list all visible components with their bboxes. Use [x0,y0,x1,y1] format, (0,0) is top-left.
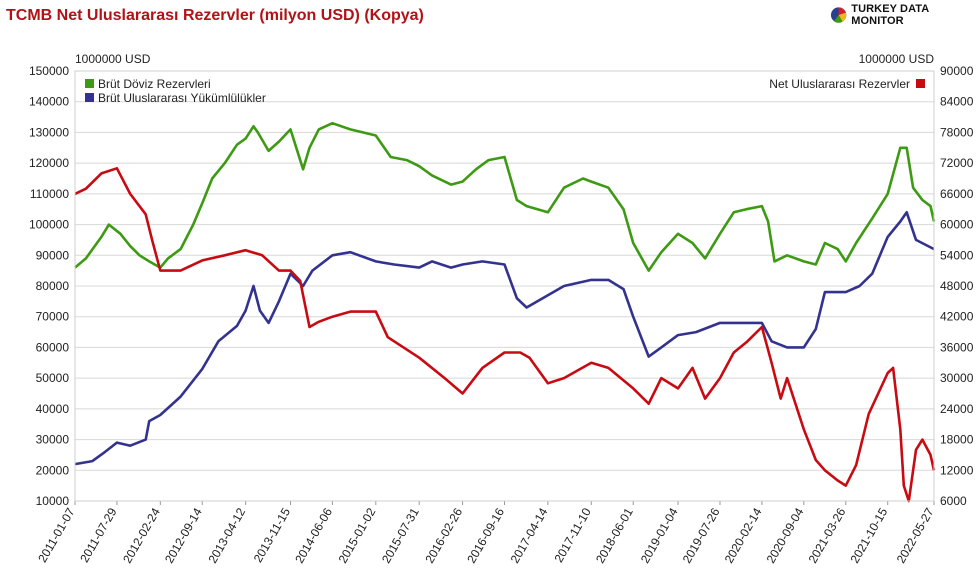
left-tick-label: 150000 [29,64,69,78]
left-tick-label: 90000 [36,248,70,262]
series-layer [74,121,936,503]
right-tick-label: 60000 [940,218,974,232]
brand-logo[interactable]: TURKEY DATA MONITOR [830,3,979,27]
x-tick-label: 2013-04-12 [205,505,248,565]
x-tick-label: 2019-01-04 [638,505,681,565]
legend-right: Net Uluslararası Rezervler [769,77,925,91]
legend-swatch-brut-yukumluluk [85,93,94,102]
x-tick-label: 2012-09-14 [162,505,205,565]
x-tick-label: 2016-02-26 [422,505,465,565]
right-tick-label: 78000 [940,125,974,139]
right-tick-label: 18000 [940,433,974,447]
right-tick-label: 72000 [940,156,974,170]
left-tick-label: 100000 [29,218,69,232]
pie-logo-icon [830,7,847,23]
x-tick-label: 2015-01-02 [336,505,379,565]
plot-frame [74,70,935,502]
left-axis-unit: 1000000 USD [75,52,151,66]
right-tick-label: 66000 [940,187,974,201]
legend-swatch-brut-doviz [85,79,94,88]
right-axis-ticks: 90000 84000 78000 72000 66000 60000 54000 48000… [940,64,974,508]
x-tick-label: 2011-07-29 [77,505,120,565]
logo-text: TURKEY DATA MONITOR [851,3,929,27]
right-tick-label: 84000 [940,95,974,109]
left-tick-label: 10000 [36,494,70,508]
left-axis-ticks: 150000 140000 130000 120000 110000 100000 9000… [29,64,69,508]
right-axis-unit: 1000000 USD [859,52,935,66]
left-tick-label: 20000 [36,463,70,477]
left-tick-label: 40000 [36,402,70,416]
left-tick-label: 110000 [30,187,69,201]
x-tick-label: 2013-11-15 [251,505,294,565]
legend-label-brut-yukumluluk: Brüt Uluslararası Yükümlülükler [98,91,266,105]
x-tick-label: 2012-02-24 [120,505,163,565]
x-tick-label: 2019-07-26 [680,505,723,565]
right-tick-label: 6000 [940,494,967,508]
right-tick-label: 24000 [940,402,974,416]
right-tick-label: 36000 [940,340,974,354]
left-tick-label: 80000 [36,279,70,293]
x-tick-label: 2022-05-27 [894,505,937,565]
legend-left: Brüt Döviz Rezervleri Brüt Uluslararası … [85,77,266,105]
x-tick-label: 2014-06-06 [292,505,335,565]
x-tick-label: 2017-11-10 [551,505,594,565]
x-tick-label: 2020-02-14 [722,505,765,565]
left-tick-label: 130000 [29,125,69,139]
right-tick-label: 30000 [940,371,974,385]
legend-label-brut-doviz: Brüt Döviz Rezervleri [98,77,211,91]
left-tick-label: 50000 [36,371,70,385]
right-tick-label: 48000 [940,279,974,293]
right-tick-label: 54000 [940,248,974,262]
series-line-1 [74,211,935,466]
legend-label-net-rezerv: Net Uluslararası Rezervler [769,77,910,91]
chart-title: TCMB Net Uluslararası Rezervler (milyon … [6,7,424,24]
x-tick-label: 2016-09-16 [464,505,507,565]
gridlines [75,70,934,502]
left-tick-label: 70000 [36,310,70,324]
right-tick-label: 90000 [940,64,974,78]
left-tick-label: 140000 [29,95,69,109]
series-line-0 [74,121,936,272]
right-tick-label: 42000 [940,310,974,324]
legend-swatch-net-rezerv [916,79,925,88]
x-tick-label: 2015-07-31 [379,505,422,565]
x-tick-label: 2021-10-15 [848,505,891,565]
x-tick-label: 2021-03-26 [806,505,849,565]
left-tick-label: 120000 [29,156,69,170]
left-tick-label: 30000 [36,433,70,447]
left-tick-label: 60000 [36,340,70,354]
right-tick-label: 12000 [940,463,974,477]
x-axis-ticks: 2011-01-07 2011-07-29 2012-02-24 2012-09-14… [35,501,937,566]
x-tick-label: 2020-09-04 [764,505,807,565]
x-tick-label: 2017-04-14 [508,505,551,565]
x-tick-label: 2011-01-07 [35,505,78,565]
x-tick-label: 2018-06-01 [593,505,636,565]
series-line-2 [74,167,936,503]
